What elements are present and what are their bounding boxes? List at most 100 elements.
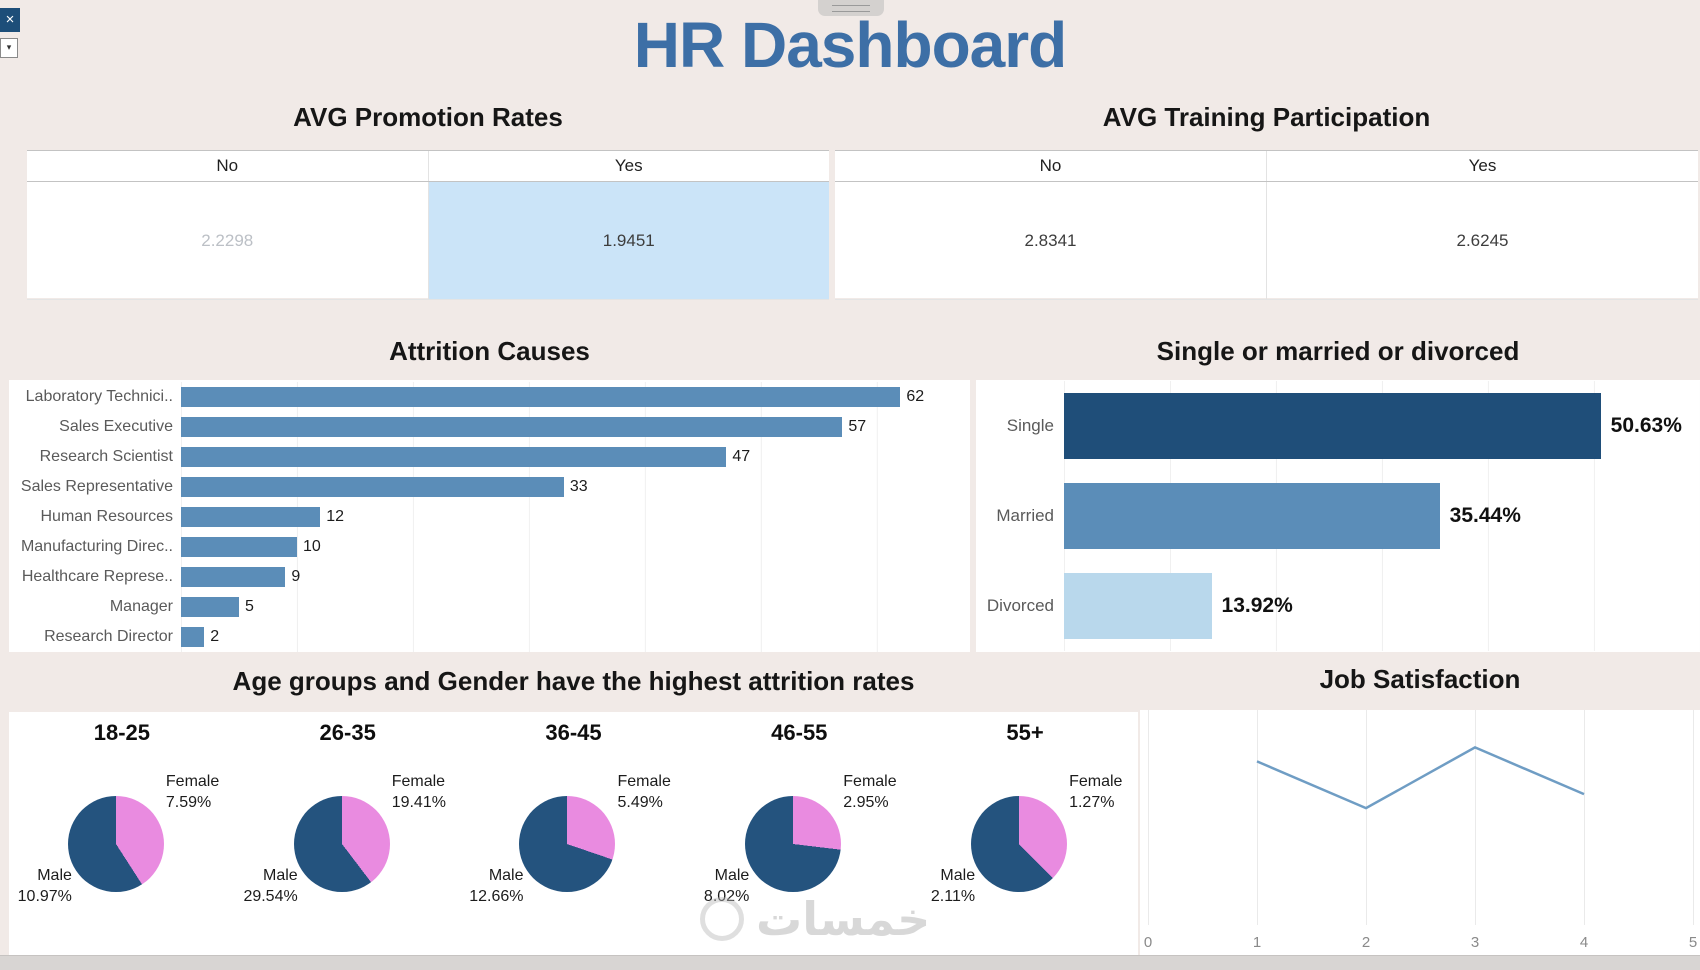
- x-axis-tick-label: 3: [1470, 934, 1480, 951]
- gridline: [1475, 710, 1476, 925]
- attrition-row: Manufacturing Direc.. 10: [9, 532, 970, 562]
- horizontal-scrollbar[interactable]: [0, 955, 1700, 970]
- promotion-table: No Yes 2.2298 1.9451: [27, 150, 830, 300]
- attrition-bar-track: 62: [181, 382, 970, 412]
- attrition-row: Laboratory Technici.. 62: [9, 382, 970, 412]
- job-satisfaction-line[interactable]: [1140, 710, 1700, 925]
- gridline: [1366, 710, 1367, 925]
- attrition-row: Sales Executive 57: [9, 412, 970, 442]
- attrition-row: Research Scientist 47: [9, 442, 970, 472]
- window-grip[interactable]: [818, 0, 884, 16]
- training-cell-no[interactable]: 2.8341: [835, 182, 1266, 299]
- attrition-category-label: Sales Executive: [59, 418, 173, 435]
- female-label: Female 5.49%: [617, 773, 671, 811]
- attrition-bar-track: 47: [181, 442, 970, 472]
- male-label: Male 2.11%: [930, 867, 976, 905]
- attrition-value-label: 9: [291, 568, 301, 585]
- promotion-cell-yes[interactable]: 1.9451: [427, 182, 829, 299]
- x-axis-tick-label: 5: [1688, 934, 1698, 951]
- female-label: Female 2.95%: [843, 773, 897, 811]
- training-body-row: 2.8341 2.6245: [835, 182, 1698, 300]
- attrition-bar[interactable]: [181, 537, 298, 557]
- promotion-col-yes: Yes: [427, 151, 830, 181]
- attrition-category-label: Healthcare Represe..: [21, 568, 173, 585]
- training-value-yes: 2.6245: [1456, 230, 1509, 250]
- gender-pie[interactable]: [745, 796, 842, 892]
- training-col-no: No: [1039, 156, 1062, 175]
- marital-bar-track: 13.92%: [1064, 561, 1700, 651]
- training-col-yes: Yes: [1266, 151, 1698, 181]
- gridline: [1257, 710, 1258, 925]
- marital-bar[interactable]: [1064, 483, 1440, 549]
- attrition-value-label: 47: [732, 448, 751, 465]
- age-group-column: 36-45 Female 5.49% Male 12.66%: [461, 712, 687, 955]
- attrition-category-label: Manufacturing Direc..: [20, 538, 173, 555]
- age-group-column: 46-55 Female 2.95% Male 8.02%: [686, 712, 912, 955]
- marital-value-label: 13.92%: [1221, 594, 1293, 617]
- attrition-bar-track: 9: [181, 562, 970, 592]
- dashboard-title: HR Dashboard: [633, 9, 1068, 81]
- marital-bar-track: 35.44%: [1064, 471, 1700, 561]
- age-group-column: 26-35 Female 19.41% Male 29.54%: [235, 712, 461, 955]
- gender-pie[interactable]: [971, 796, 1068, 892]
- promotion-cell-no[interactable]: 2.2298: [27, 182, 428, 299]
- gender-pie[interactable]: [67, 796, 164, 892]
- attrition-row: Healthcare Represe.. 9: [9, 562, 970, 592]
- attrition-bar[interactable]: [181, 627, 205, 647]
- attrition-bar[interactable]: [181, 447, 727, 467]
- age-group-label: 26-35: [319, 720, 376, 745]
- attrition-category-label: Research Scientist: [39, 448, 173, 465]
- marital-value-label: 50.63%: [1610, 414, 1682, 437]
- attrition-bar[interactable]: [181, 387, 901, 407]
- attrition-row: Sales Representative 33: [9, 472, 970, 502]
- attrition-bar[interactable]: [181, 417, 843, 437]
- promotion-body-row: 2.2298 1.9451: [27, 182, 829, 300]
- male-label: Male 10.97%: [17, 867, 72, 905]
- gridline: [1584, 710, 1585, 925]
- training-title: AVG Training Participation: [1102, 102, 1431, 132]
- female-label: Female 7.59%: [165, 773, 220, 811]
- attrition-chart: Laboratory Technici.. 62 Sales Executive 57…: [9, 380, 970, 652]
- attrition-value-label: 10: [303, 538, 321, 555]
- attrition-bar-track: 12: [181, 502, 970, 532]
- attrition-row: Human Resources 12: [9, 502, 970, 532]
- training-value-no: 2.8341: [1024, 230, 1077, 250]
- marital-chart: Single 50.63% Married 35.44% Divorced 13.92%: [976, 380, 1700, 652]
- attrition-value-label: 2: [210, 628, 220, 645]
- attrition-value-label: 5: [245, 598, 254, 615]
- gender-pie[interactable]: [293, 796, 390, 892]
- attrition-category-label: Laboratory Technici..: [25, 388, 173, 405]
- training-table: No Yes 2.8341 2.6245: [835, 150, 1698, 300]
- attrition-title: Attrition Causes: [389, 336, 590, 366]
- job-satisfaction-chart: 0 1 2 3 4 5: [1140, 710, 1700, 965]
- training-cell-yes[interactable]: 2.6245: [1266, 182, 1698, 299]
- close-button[interactable]: ×: [0, 8, 20, 32]
- female-label: Female 1.27%: [1069, 773, 1123, 811]
- x-axis-tick-label: 1: [1252, 934, 1262, 951]
- attrition-category-label: Research Director: [44, 628, 173, 645]
- gender-pie[interactable]: [519, 796, 616, 892]
- promotion-value-yes: 1.9451: [602, 230, 655, 250]
- attrition-bar[interactable]: [181, 477, 564, 497]
- gridline: [1148, 710, 1149, 925]
- promotion-value-no: 2.2298: [201, 230, 254, 250]
- attrition-bar-track: 33: [181, 472, 970, 502]
- marital-category-label: Divorced: [986, 596, 1054, 615]
- x-axis-tick-label: 0: [1143, 934, 1153, 951]
- marital-value-label: 35.44%: [1449, 504, 1521, 527]
- marital-row: Single 50.63%: [976, 381, 1700, 471]
- attrition-bar-track: 5: [181, 592, 970, 622]
- marital-bar[interactable]: [1064, 573, 1212, 639]
- attrition-bar[interactable]: [181, 507, 321, 527]
- attrition-category-label: Manager: [109, 598, 173, 615]
- attrition-bar[interactable]: [181, 567, 286, 587]
- age-group-column: 55+ Female 1.27% Male 2.11%: [912, 712, 1138, 955]
- attrition-bar[interactable]: [181, 597, 239, 617]
- dropdown-button[interactable]: ▾: [0, 38, 18, 58]
- attrition-category-label: Human Resources: [40, 508, 174, 525]
- marital-bar-track: 50.63%: [1064, 381, 1700, 471]
- marital-bar[interactable]: [1064, 393, 1601, 459]
- attrition-value-label: 33: [569, 478, 588, 495]
- marital-title: Single or married or divorced: [1156, 336, 1520, 366]
- male-label: Male 8.02%: [703, 867, 750, 905]
